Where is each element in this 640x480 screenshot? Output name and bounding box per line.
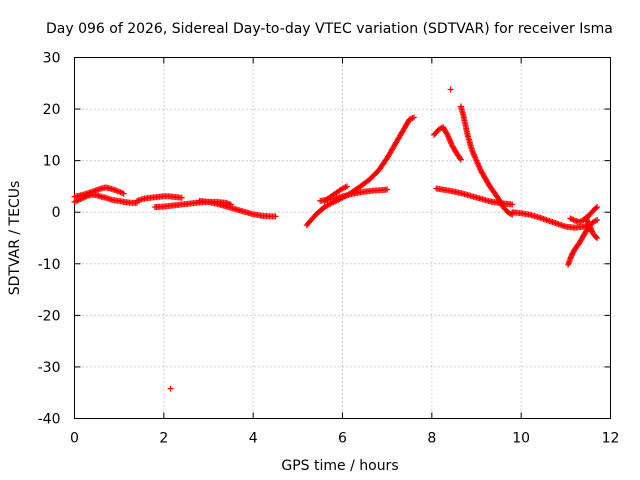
grid: [74, 57, 611, 419]
series-seg-steep-drop: [457, 103, 516, 218]
series-seg-late-lower: [565, 216, 601, 268]
data-point: [443, 130, 450, 137]
y-tick-label: -20: [38, 308, 61, 324]
axis-ticks: [74, 57, 611, 419]
series-isolated-point: [447, 86, 454, 93]
series-outlier: [167, 385, 174, 392]
x-tick-label: 10: [512, 431, 530, 447]
data-point: [178, 194, 185, 201]
data-point: [594, 216, 601, 223]
data-point: [272, 213, 279, 220]
y-tick-label: 0: [52, 205, 61, 221]
y-tick-label: 10: [43, 154, 61, 170]
x-tick-label: 2: [159, 431, 168, 447]
y-tick-label: -30: [38, 360, 61, 376]
x-tick-label: 4: [249, 431, 258, 447]
data-point: [594, 235, 601, 241]
series-seg-lower-early: [71, 191, 141, 206]
data-point: [456, 155, 463, 162]
x-tick-labels: 0 2 4 6 8 10 12: [70, 431, 619, 447]
y-axis-label: SDTVAR / TECUs: [7, 181, 23, 296]
data-point: [592, 205, 599, 212]
series-seg-high-peak: [431, 124, 464, 163]
data-point: [592, 233, 599, 240]
x-tick-label: 8: [427, 431, 436, 447]
data-point: [457, 156, 464, 163]
y-tick-labels: -40 -30 -20 -10 0 10 20 30: [38, 51, 61, 428]
data-point: [594, 204, 601, 211]
data-point: [120, 190, 127, 197]
data-point: [384, 186, 391, 193]
series-seg-upper-early: [71, 184, 127, 200]
series-seg-evening: [509, 209, 592, 231]
y-tick-label: 20: [43, 102, 61, 118]
x-axis-label: GPS time / hours: [281, 458, 398, 474]
series-seg-morning: [134, 193, 185, 204]
y-tick-label: 30: [43, 51, 61, 67]
y-tick-label: -10: [38, 257, 61, 273]
series-seg-decline: [196, 197, 279, 220]
series-seg-post-eight: [433, 185, 516, 208]
x-tick-label: 12: [602, 431, 620, 447]
data-point: [509, 201, 516, 208]
series-seg-late-tail: [582, 214, 601, 241]
x-tick-label: 6: [338, 431, 347, 447]
data-point: [410, 114, 417, 121]
data-point: [343, 183, 350, 190]
data-point: [447, 86, 454, 93]
series-seg-rise: [330, 114, 417, 205]
chart-title: Day 096 of 2026, Sidereal Day-to-day VTE…: [46, 21, 613, 37]
series-seg-dip: [303, 196, 342, 229]
y-tick-label: -40: [38, 412, 61, 428]
data-marks: [71, 86, 601, 392]
data-point: [167, 385, 174, 392]
x-tick-label: 0: [70, 431, 79, 447]
